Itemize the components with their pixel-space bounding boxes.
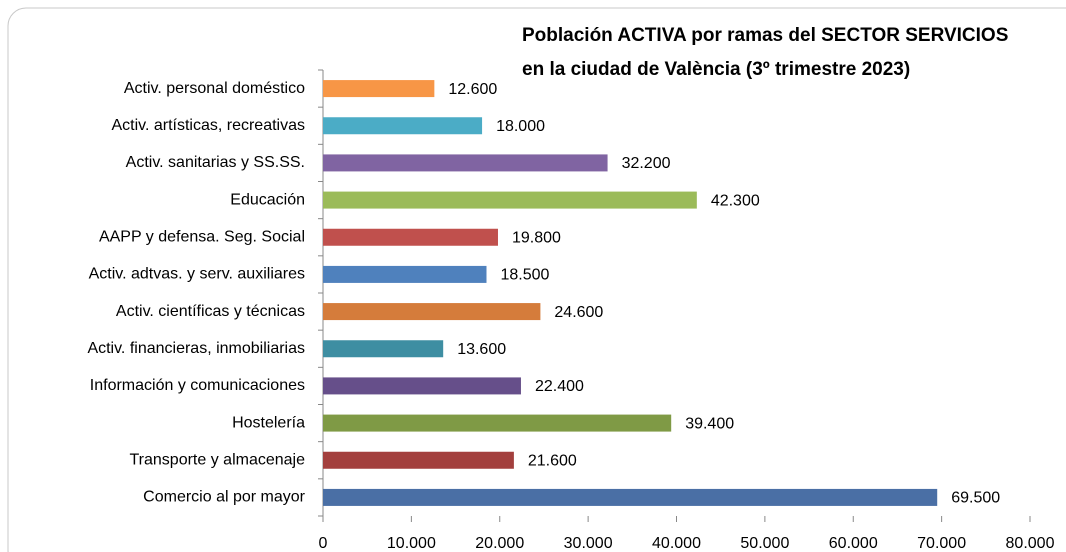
x-tick-label: 60.000	[829, 535, 878, 552]
value-label: 13.600	[457, 341, 506, 358]
bar	[323, 488, 938, 506]
value-label: 69.500	[951, 490, 1000, 507]
value-label: 22.400	[535, 378, 584, 395]
chart-frame	[7, 7, 1066, 552]
value-label: 32.200	[622, 155, 671, 172]
chart-title: Población ACTIVA por ramas del SECTOR SE…	[522, 25, 1008, 46]
x-tick-label: 20.000	[475, 535, 524, 552]
bar	[323, 80, 435, 98]
value-label: 18.500	[500, 267, 549, 284]
y-tick-label: Información y comunicaciones	[90, 377, 305, 394]
bar	[323, 154, 608, 172]
value-label: 18.000	[496, 118, 545, 135]
x-tick-label: 10.000	[387, 535, 436, 552]
value-label: 42.300	[711, 192, 760, 209]
x-tick-label: 0	[319, 535, 328, 552]
value-label: 24.600	[554, 304, 603, 321]
bar	[323, 265, 487, 283]
bar	[323, 228, 498, 246]
value-label: 39.400	[685, 415, 734, 432]
y-tick-label: Hostelería	[232, 414, 305, 431]
value-label: 21.600	[528, 452, 577, 469]
bar	[323, 117, 483, 135]
chart-title: en la ciudad de València (3º trimestre 2…	[522, 59, 910, 80]
bar	[323, 377, 521, 395]
bar	[323, 303, 541, 321]
y-tick-label: Activ. personal doméstico	[124, 80, 305, 97]
value-label: 19.800	[512, 229, 561, 246]
bar	[323, 191, 697, 209]
y-tick-label: Comercio al por mayor	[143, 489, 306, 506]
y-tick-label: Educación	[230, 191, 305, 208]
y-tick-label: Activ. científicas y técnicas	[116, 303, 305, 320]
x-tick-label: 40.000	[652, 535, 701, 552]
bar	[323, 451, 514, 469]
bar	[323, 414, 672, 432]
x-tick-label: 80.000	[1006, 535, 1055, 552]
value-label: 12.600	[448, 81, 497, 98]
y-tick-label: Activ. artísticas, recreativas	[111, 117, 305, 134]
y-tick-label: Transporte y almacenaje	[130, 451, 306, 468]
y-tick-label: AAPP y defensa. Seg. Social	[99, 228, 305, 245]
bar	[323, 340, 444, 358]
y-tick-label: Activ. financieras, inmobiliarias	[87, 340, 305, 357]
x-tick-label: 50.000	[740, 535, 789, 552]
x-tick-label: 30.000	[564, 535, 613, 552]
x-tick-label: 70.000	[917, 535, 966, 552]
y-tick-label: Activ. adtvas. y serv. auxiliares	[89, 266, 305, 283]
y-tick-label: Activ. sanitarias y SS.SS.	[126, 154, 305, 171]
